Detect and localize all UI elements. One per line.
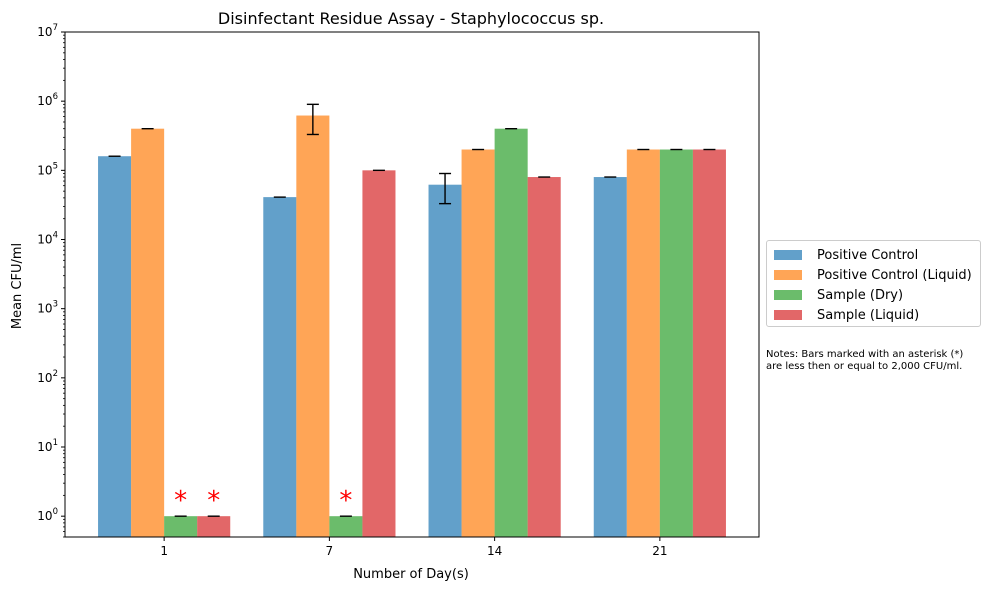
bar [494, 128, 528, 537]
x-axis-label: Number of Day(s) [353, 567, 469, 582]
legend-item-sample-dry: Sample (Dry) [774, 285, 903, 305]
asterisk-markers: * * * [174, 486, 352, 516]
y-tick-base: 10 [37, 371, 52, 385]
y-tick-exponent: 4 [53, 231, 58, 241]
bar [692, 149, 726, 538]
x-tick-label: 21 [652, 544, 667, 558]
x-tick-label: 7 [326, 544, 334, 558]
chart-title: Disinfectant Residue Assay - Staphylococ… [218, 9, 604, 28]
y-tick-label: 101 [37, 438, 58, 454]
y-tick-label: 106 [37, 92, 58, 108]
y-tick-exponent: 3 [53, 300, 58, 310]
y-tick-base: 10 [37, 233, 52, 247]
bar [461, 149, 495, 538]
plot-frame [64, 31, 760, 538]
asterisk-marker: * [207, 486, 220, 516]
y-tick-exponent: 6 [53, 92, 58, 102]
y-tick-exponent: 7 [53, 23, 58, 33]
y-tick-exponent: 0 [53, 507, 58, 517]
y-tick-exponent: 1 [53, 438, 58, 448]
x-tick-label: 1 [160, 544, 168, 558]
legend-label: Sample (Dry) [817, 287, 904, 303]
y-tick-base: 10 [37, 94, 52, 108]
bar [98, 156, 132, 537]
y-tick-base: 10 [37, 509, 52, 523]
legend-swatch [774, 310, 802, 320]
legend-swatch [774, 250, 802, 260]
legend-swatch [774, 290, 802, 300]
bar [428, 184, 462, 537]
bar [659, 149, 693, 538]
bar [362, 170, 396, 537]
note-line-1: Notes: Bars marked with an asterisk (*) [766, 349, 964, 360]
legend-swatch [774, 270, 802, 280]
y-tick-base: 10 [37, 25, 52, 39]
legend: Positive Control Positive Control (Liqui… [766, 240, 981, 327]
legend-item-positive-control-liquid: Positive Control (Liquid) [774, 265, 972, 285]
legend-label: Sample (Liquid) [817, 307, 920, 323]
y-tick-base: 10 [37, 440, 52, 454]
y-tick-label: 102 [37, 369, 58, 385]
error-bars [108, 103, 716, 517]
bar [164, 516, 198, 537]
bar [296, 115, 330, 537]
bars [98, 115, 726, 538]
y-tick-label: 107 [37, 23, 58, 39]
y-tick-label: 100 [37, 507, 58, 523]
legend-item-sample-liquid: Sample (Liquid) [774, 305, 919, 325]
legend-label: Positive Control (Liquid) [817, 267, 972, 283]
bar [593, 177, 627, 538]
y-tick-label: 103 [37, 300, 58, 316]
x-tick-label: 14 [487, 544, 502, 558]
legend-label: Positive Control [817, 247, 919, 263]
y-tick-exponent: 5 [53, 161, 58, 171]
bar [626, 149, 660, 538]
y-tick-base: 10 [37, 163, 52, 177]
legend-item-positive-control: Positive Control [774, 245, 918, 265]
bar [263, 197, 297, 537]
bar [527, 177, 561, 538]
bar [197, 516, 231, 537]
asterisk-marker: * [174, 486, 187, 516]
bar [329, 516, 363, 537]
asterisk-note: Notes: Bars marked with an asterisk (*) … [766, 349, 963, 373]
y-tick-exponent: 2 [53, 369, 58, 379]
note-line-2: are less then or equal to 2,000 CFU/ml. [766, 361, 963, 372]
y-tick-label: 105 [37, 161, 58, 177]
y-tick-base: 10 [37, 302, 52, 316]
asterisk-marker: * [339, 486, 352, 516]
x-axis: 1 7 14 21 [160, 537, 667, 558]
y-axis-label: Mean CFU/ml [10, 243, 25, 329]
bar [131, 128, 165, 537]
y-tick-label: 104 [37, 231, 58, 247]
